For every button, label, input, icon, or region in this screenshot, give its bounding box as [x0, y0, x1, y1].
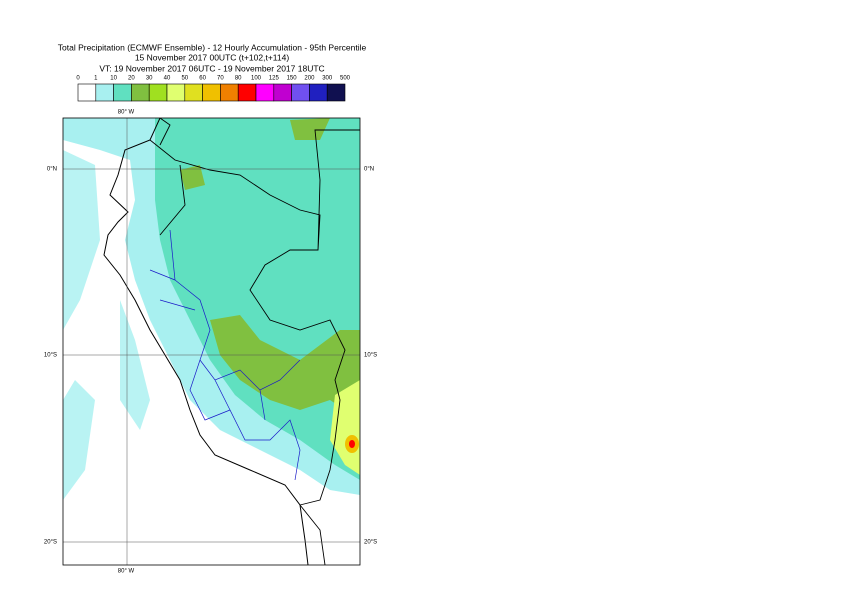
legend-label: 125	[269, 76, 280, 82]
legend-swatch	[309, 83, 328, 102]
lat-label: 10°S	[364, 353, 377, 359]
lat-label: 0°N	[364, 167, 374, 173]
legend-swatch	[202, 83, 221, 102]
precip-area	[349, 440, 355, 448]
legend-swatch	[273, 83, 292, 102]
legend-label: 150	[287, 76, 298, 82]
legend-swatch	[255, 83, 275, 102]
map	[63, 118, 360, 565]
legend-label: 70	[217, 76, 224, 82]
legend-swatch	[220, 83, 239, 102]
legend-label: 50	[181, 76, 188, 82]
legend-swatch	[291, 83, 310, 102]
legend-swatch	[131, 83, 150, 102]
precip-area	[63, 150, 150, 500]
legend-label: 10	[110, 76, 117, 82]
legend-label: 200	[304, 76, 315, 82]
lat-label: 0°N	[47, 167, 57, 173]
legend-label: 300	[322, 76, 333, 82]
title-line: Total Precipitation (ECMWF Ensemble) - 1…	[58, 42, 367, 52]
legend-swatch	[166, 83, 186, 102]
lon-label: 80° W	[118, 569, 135, 575]
country-border	[149, 118, 360, 565]
lon-label: 80° W	[118, 110, 135, 116]
legend-label: 500	[340, 76, 351, 82]
legend-label: 1	[94, 76, 98, 82]
lat-label: 20°S	[44, 540, 57, 546]
coastline	[103, 118, 309, 565]
legend-label: 20	[128, 76, 135, 82]
lat-label: 20°S	[364, 540, 377, 546]
title-line: 15 November 2017 00UTC (t+102,t+114)	[135, 52, 290, 62]
legend-swatch	[113, 83, 132, 102]
legend-label: 80	[235, 76, 242, 82]
lat-label: 10°S	[44, 353, 57, 359]
region-border	[149, 229, 301, 481]
legend-swatch	[148, 83, 168, 102]
legend-label: 30	[146, 76, 153, 82]
legend-label: 40	[164, 76, 171, 82]
legend-swatch	[237, 83, 257, 102]
legend-swatch	[326, 83, 346, 102]
map-frame	[62, 117, 361, 566]
legend-swatch	[95, 83, 114, 102]
legend-swatch	[184, 83, 203, 102]
legend-label: 60	[199, 76, 206, 82]
legend-label: 100	[251, 76, 262, 82]
legend-label: 0	[76, 76, 80, 82]
legend: 0 1 10 20 30 40 50 60 70 80 100 125 150 200 300 500	[76, 76, 351, 102]
title-line: VT: 19 November 2017 06UTC - 19 November…	[99, 63, 324, 73]
legend-swatch	[77, 83, 97, 102]
precip-area	[180, 118, 360, 420]
